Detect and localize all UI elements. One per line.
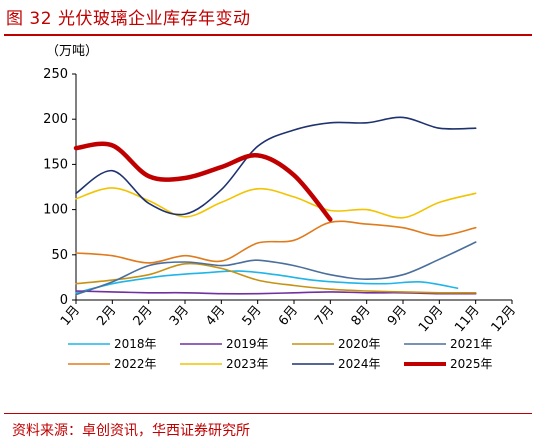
title-rule: [4, 34, 532, 36]
y-tick-label: 0: [60, 293, 68, 308]
figure-title: 图 32 光伏玻璃企业库存年变动: [6, 9, 251, 29]
legend-label: 2024年: [338, 357, 381, 371]
y-tick-label: 250: [43, 67, 68, 82]
x-tick-label: 2月: [131, 303, 156, 329]
y-tick-label: 200: [43, 112, 68, 127]
source-rule: [4, 413, 532, 414]
legend-label: 2025年: [450, 357, 493, 371]
x-tick-label: 2月: [94, 303, 119, 329]
x-tick-label: 10月: [416, 303, 446, 335]
x-tick-label: 4月: [203, 303, 228, 329]
legend-label: 2020年: [338, 337, 381, 351]
x-tick-label: 6月: [276, 303, 301, 329]
x-tick-label: 5月: [240, 303, 265, 329]
x-tick-label: 3月: [167, 303, 192, 329]
legend-label: 2022年: [114, 357, 157, 371]
x-tick-label: 9月: [385, 303, 410, 329]
series-line-2019年: [75, 290, 477, 295]
series-line-2024年: [75, 116, 477, 216]
x-tick-label: 12月: [489, 303, 519, 335]
x-tick-label: 7月: [312, 303, 337, 329]
y-tick-label: 50: [51, 248, 68, 263]
legend: 2018年 2019年 2020年 2021年 2022年 2023年 2024年 2025年: [68, 337, 493, 371]
y-tick-label: 150: [43, 157, 68, 172]
series-line-2020年: [75, 262, 477, 294]
x-tick-label: 11月: [452, 303, 482, 335]
legend-label: 2018年: [114, 337, 157, 351]
series-line-2021年: [75, 241, 477, 296]
source-note: 资料来源：卓创资讯，华西证券研究所: [12, 423, 250, 439]
x-tick-label: 8月: [349, 303, 374, 329]
y-axis-unit-label: （万吨）: [46, 44, 98, 59]
series-line-2018年: [75, 270, 459, 294]
y-tick-label: 100: [43, 203, 68, 218]
series-line-2025年: [73, 141, 333, 222]
legend-label: 2021年: [450, 337, 493, 351]
series-layer: [73, 116, 477, 296]
series-line-2023年: [75, 187, 477, 219]
series-line-2022年: [75, 220, 477, 264]
legend-label: 2023年: [226, 357, 269, 371]
legend-label: 2019年: [226, 337, 269, 351]
